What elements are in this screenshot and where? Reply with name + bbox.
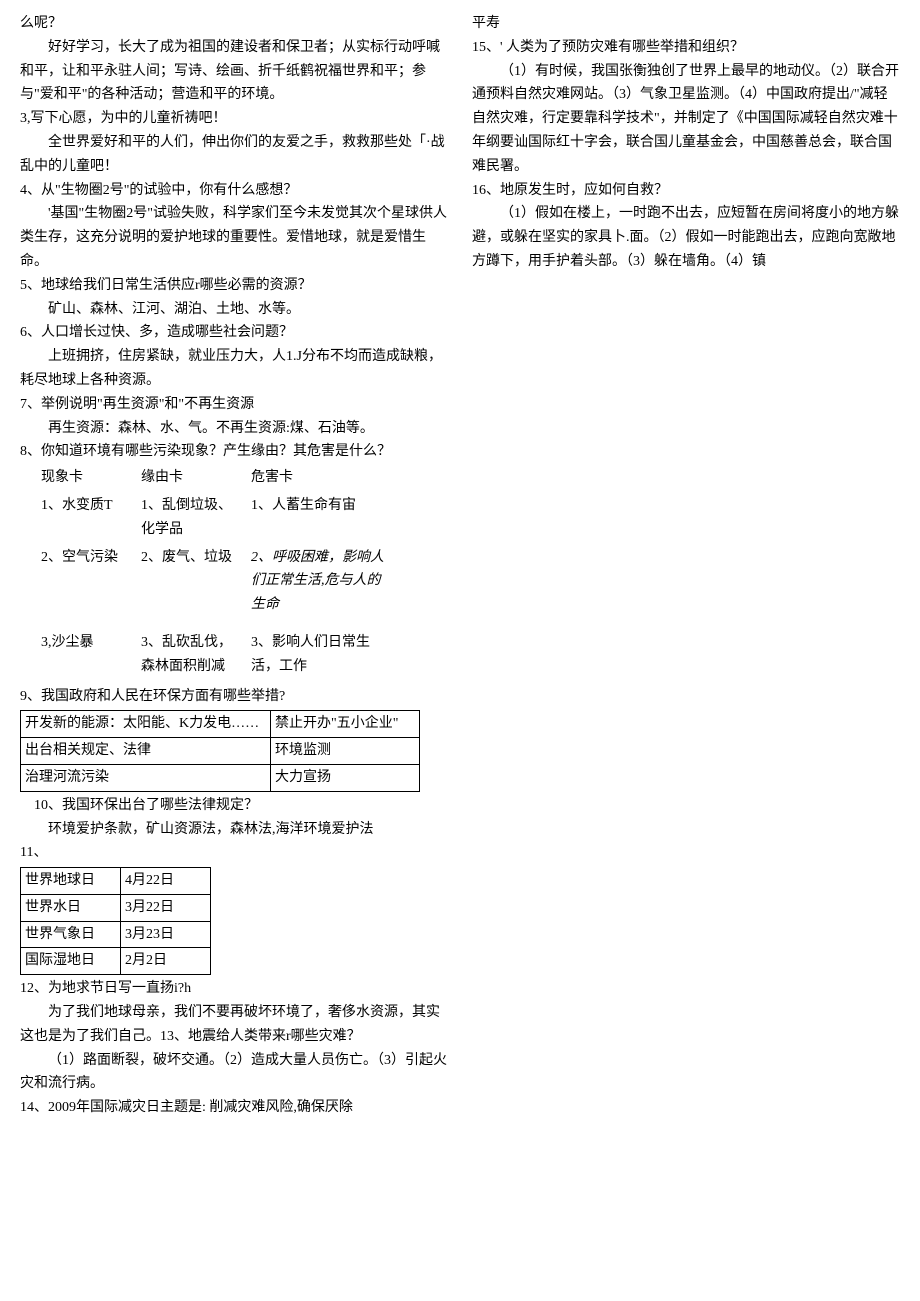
q15: 15、' 人类为了预防灾难有哪些举措和组织？ [472,36,900,60]
q5: 5、地球给我们日常生活供应r哪些必需的资源？ [20,274,448,298]
q7: 7、举例说明"再生资源"和"不再生资源 [20,393,448,417]
table-cell: 世界气象日 [21,921,121,948]
table-cell: 3月22日 [121,894,211,921]
table-row: 开发新的能源：太阳能、K力发电…… 禁止开办"五小企业" [21,711,420,738]
q6: 6、人口增长过快、多，造成哪些社会问题？ [20,321,448,345]
table-cell: 3、乱砍乱伐，森林面积削减 [141,631,251,683]
table-row: 世界地球日 4月22日 [21,868,211,895]
q9: 9、我国政府和人民在环保方面有哪些举措? [20,685,448,709]
table-cell: 1、乱倒垃圾、化学品 [141,494,251,546]
a4: '基国"生物圈2号"试验失败，科学家们至今未发觉其次个星球供人类生存，这充分说明… [20,202,448,273]
text: 好好学习，长大了成为祖国的建设者和保卫者；从实标行动呼喊和平，让和平永驻人间；写… [20,36,448,107]
a3: 全世界爱好和平的人们，伸出你们的友爱之手，救救那些处「·战乱中的儿童吧！ [20,131,448,179]
table-cell: 世界水日 [21,894,121,921]
table-row: 世界气象日 3月23日 [21,921,211,948]
table-cell: 环境监测 [271,738,420,765]
q8: 8、你知道环境有哪些污染现象？产生缘由？其危害是什么？ [20,440,448,464]
table-cell: 4月22日 [121,868,211,895]
table-cell: 3、影响人们日常生活，工作 [251,631,391,683]
table-cell: 1、水变质T [41,494,141,546]
table-cell: 2月2日 [121,948,211,975]
a15: （1）有时候，我国张衡独创了世界上最早的地动仪。（2）联合开通预料自然灾难网站。… [472,60,900,179]
table-cell: 2、废气、垃圾 [141,546,251,621]
table-cell: 治理河流污染 [21,764,271,791]
q11: 11、 [20,841,62,865]
a5: 矿山、森林、江河、湖泊、土地、水等。 [20,298,448,322]
table-cell: 大力宣扬 [271,764,420,791]
table-row: 世界水日 3月22日 [21,894,211,921]
q10: 10、我国环保出台了哪些法律规定？ [20,794,448,818]
text: 么呢？ [20,12,448,36]
table-cell: 开发新的能源：太阳能、K力发电…… [21,711,271,738]
table-row: 国际湿地日 2月2日 [21,948,211,975]
table-cell: 禁止开办"五小企业" [271,711,420,738]
table-cell: 1、人蓄生命有宙 [251,494,391,546]
a10: 环境爱护条款，矿山资源法，森林法,海洋环境爱护法 [20,818,448,842]
table-11: 世界地球日 4月22日 世界水日 3月22日 世界气象日 3月23日 国际湿地日… [20,867,211,975]
q16: 16、地原发生时，应如何自救？ [472,179,900,203]
table-header: 缘由卡 [141,466,251,494]
table-cell: 国际湿地日 [21,948,121,975]
q14: 14、2009年国际减灾日主题是: 削减灾难风险,确保厌除 [20,1096,448,1120]
table-cell: 2、呼吸困难，影响人们正常生活,危与人的生命 [251,546,391,621]
q4: 4、从"生物圈2号"的试验中，你有什么感想？ [20,179,448,203]
text: 平寿 [472,12,900,36]
table-cell: 3月23日 [121,921,211,948]
a12: 为了我们地球母亲，我们不要再破坏环境了，奢侈水资源，其实这也是为了我们自己。13… [20,1001,448,1049]
table-9: 开发新的能源：太阳能、K力发电…… 禁止开办"五小企业" 出台相关规定、法律 环… [20,710,420,791]
table-row: 治理河流污染 大力宣扬 [21,764,420,791]
a16: （1）假如在楼上，一时跑不出去，应短暂在房间将度小的地方躲避，或躲在坚实的家具卜… [472,202,900,273]
a13: （1）路面断裂，破坏交通。（2）造成大量人员伤亡。（3）引起火灾和流行病。 [20,1049,448,1097]
q12: 12、为地求节日写一直扬i?h [20,977,448,1001]
table-header: 危害卡 [251,466,391,494]
a6: 上班拥挤，住房紧缺，就业压力大，人1.J分布不均而造成缺粮，耗尽地球上各种资源。 [20,345,448,393]
table-row: 出台相关规定、法律 环境监测 [21,738,420,765]
table-8: 现象卡 缘由卡 危害卡 1、水变质T 1、乱倒垃圾、化学品 1、人蓄生命有宙 2… [41,466,448,682]
a7: 再生资源：森林、水、气。不再生资源:煤、石油等。 [20,417,448,441]
table-cell: 3,沙尘暴 [41,631,141,683]
table-cell: 世界地球日 [21,868,121,895]
table-cell: 出台相关规定、法律 [21,738,271,765]
q3: 3,写下心愿，为中的儿童祈祷吧！ [20,107,448,131]
table-cell: 2、空气污染 [41,546,141,621]
table-header: 现象卡 [41,466,141,494]
